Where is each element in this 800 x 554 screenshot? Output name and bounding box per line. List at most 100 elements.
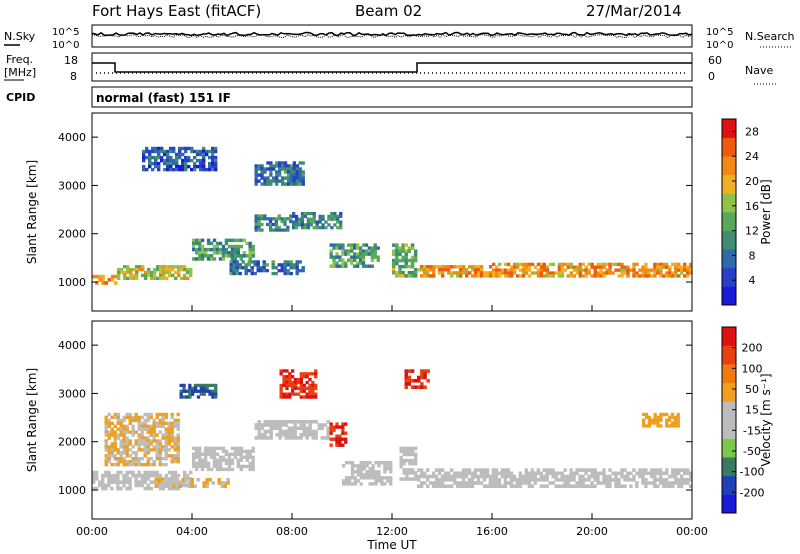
velocity-cell [560, 471, 564, 476]
velocity-cell [140, 415, 144, 420]
velocity-cell [128, 439, 132, 443]
power-cell [148, 164, 152, 169]
power-cell [335, 261, 339, 265]
velocity-cell [311, 383, 315, 388]
power-cell [181, 161, 185, 166]
power-cell [347, 243, 351, 247]
velocity-cell [572, 474, 576, 479]
power-cell [474, 265, 478, 269]
velocity-cell [404, 372, 408, 377]
power-cell [410, 261, 415, 266]
velocity-cell [293, 392, 298, 396]
power-cell [590, 262, 594, 266]
power-cell [286, 263, 290, 267]
velocity-cell [374, 476, 378, 480]
velocity-cell [524, 474, 528, 479]
power-cell [501, 271, 505, 275]
power-cell [347, 252, 351, 256]
velocity-cell [233, 455, 238, 459]
power-cell [426, 271, 430, 275]
power-cell [298, 176, 302, 180]
power-cell [680, 265, 684, 269]
power-cell [680, 268, 684, 272]
velocity-cell [329, 431, 333, 435]
power-cell [653, 274, 657, 278]
velocity-cell [362, 467, 366, 471]
velocity-cell [275, 423, 279, 427]
velocity-cell [146, 427, 150, 431]
velocity-cell [101, 486, 105, 491]
power-cell [518, 274, 523, 278]
power-cell [157, 167, 161, 172]
power-cell [404, 261, 408, 266]
velocity-cell [581, 478, 585, 482]
power-cell [668, 268, 672, 272]
power-cell [435, 265, 439, 269]
power-cell [238, 266, 242, 270]
power-cell [644, 274, 648, 278]
power-cell [206, 238, 211, 243]
velocity-cell [665, 478, 669, 482]
velocity-cell [284, 420, 288, 424]
power-cell [539, 268, 544, 272]
velocity-cell [113, 462, 117, 467]
power-cell [536, 274, 541, 278]
velocity-cell [205, 386, 209, 390]
velocity-colorbar-tick-label: -100 [740, 466, 765, 479]
velocity-cell [137, 418, 141, 423]
velocity-cell [155, 412, 159, 417]
power-cell [489, 265, 493, 269]
velocity-cell [650, 421, 654, 425]
velocity-cell [282, 383, 286, 388]
power-cell [189, 268, 193, 272]
power-cell [271, 228, 276, 232]
power-cell [294, 214, 299, 218]
velocity-cell [545, 484, 549, 488]
velocity-cell [236, 449, 240, 453]
velocity-cell [509, 481, 514, 485]
power-cell [301, 170, 305, 174]
power-cell [300, 223, 305, 227]
power-cell [465, 271, 469, 275]
velocity-cell [233, 449, 238, 453]
velocity-cell [143, 462, 147, 467]
velocity-cell [647, 418, 652, 422]
velocity-cell [311, 389, 315, 393]
velocity-cell [665, 421, 669, 425]
velocity-cell [590, 474, 594, 479]
power-cell [271, 266, 275, 270]
velocity-cell [155, 433, 159, 437]
velocity-cell [674, 468, 678, 472]
power-cell [297, 223, 302, 227]
velocity-cell [143, 448, 147, 452]
velocity-cell [220, 481, 224, 485]
velocity-cell [140, 424, 144, 428]
power-cell [277, 217, 281, 221]
power-cell [353, 258, 357, 262]
velocity-cell [104, 427, 108, 431]
velocity-cell [140, 442, 144, 446]
velocity-cell [212, 449, 217, 453]
velocity-cell [182, 386, 186, 390]
power-cell [599, 271, 603, 275]
power-cell [300, 217, 305, 221]
power-cell [344, 264, 348, 268]
velocity-cell [452, 471, 457, 476]
power-cell [350, 249, 354, 253]
velocity-cell [192, 464, 196, 469]
velocity-cell [198, 464, 202, 469]
velocity-cell [417, 468, 421, 472]
power-cell [515, 262, 520, 266]
power-cell [236, 251, 240, 255]
power-y-label: Slant Range [km] [25, 160, 39, 264]
velocity-cell [423, 385, 427, 389]
velocity-cell [196, 478, 200, 482]
velocity-cell [176, 427, 180, 431]
velocity-band [192, 446, 255, 472]
velocity-cell [426, 478, 430, 482]
power-cell [295, 170, 299, 174]
power-cell [171, 268, 175, 272]
power-cell [295, 266, 299, 270]
power-cell [289, 170, 294, 174]
velocity-cell [104, 486, 108, 491]
